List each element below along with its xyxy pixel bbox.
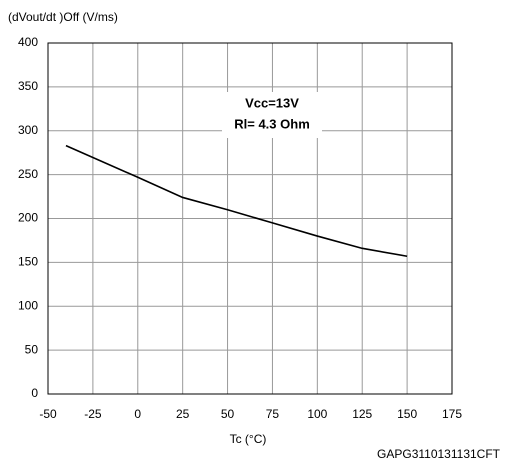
- y-tick-label: 300: [18, 123, 38, 137]
- x-tick-label: 50: [221, 407, 235, 421]
- y-tick-label: 250: [18, 167, 38, 181]
- annotation-box: [222, 92, 322, 138]
- y-tick-label: 350: [18, 79, 38, 93]
- x-tick-label: 25: [176, 407, 190, 421]
- x-tick-label: 0: [134, 407, 141, 421]
- x-tick-label: 150: [397, 407, 417, 421]
- y-tick-label: 100: [18, 298, 38, 312]
- x-tick-label: 100: [307, 407, 327, 421]
- y-tick-label: 400: [18, 35, 38, 49]
- x-tick-label: 125: [352, 407, 372, 421]
- line: [65, 144, 408, 258]
- y-axis-label: (dVout/dt )Off (V/ms): [8, 10, 118, 24]
- x-tick-label: -50: [39, 407, 57, 421]
- x-tick-label: -25: [84, 407, 102, 421]
- y-tick-label: 200: [18, 211, 38, 225]
- x-axis-label: Tc (°C): [230, 432, 267, 446]
- y-tick-label: 0: [31, 386, 38, 400]
- x-tick-label: 75: [266, 407, 280, 421]
- y-tick-label: 150: [18, 255, 38, 269]
- y-tick-label: 50: [25, 342, 39, 356]
- plot-frame: [47, 42, 453, 395]
- x-tick-label: 175: [442, 407, 462, 421]
- annotation: Rl= 4.3 Ohm: [234, 116, 310, 131]
- footer: GAPG3110131131CFT: [377, 447, 501, 461]
- annotation: Vcc=13V: [245, 95, 299, 110]
